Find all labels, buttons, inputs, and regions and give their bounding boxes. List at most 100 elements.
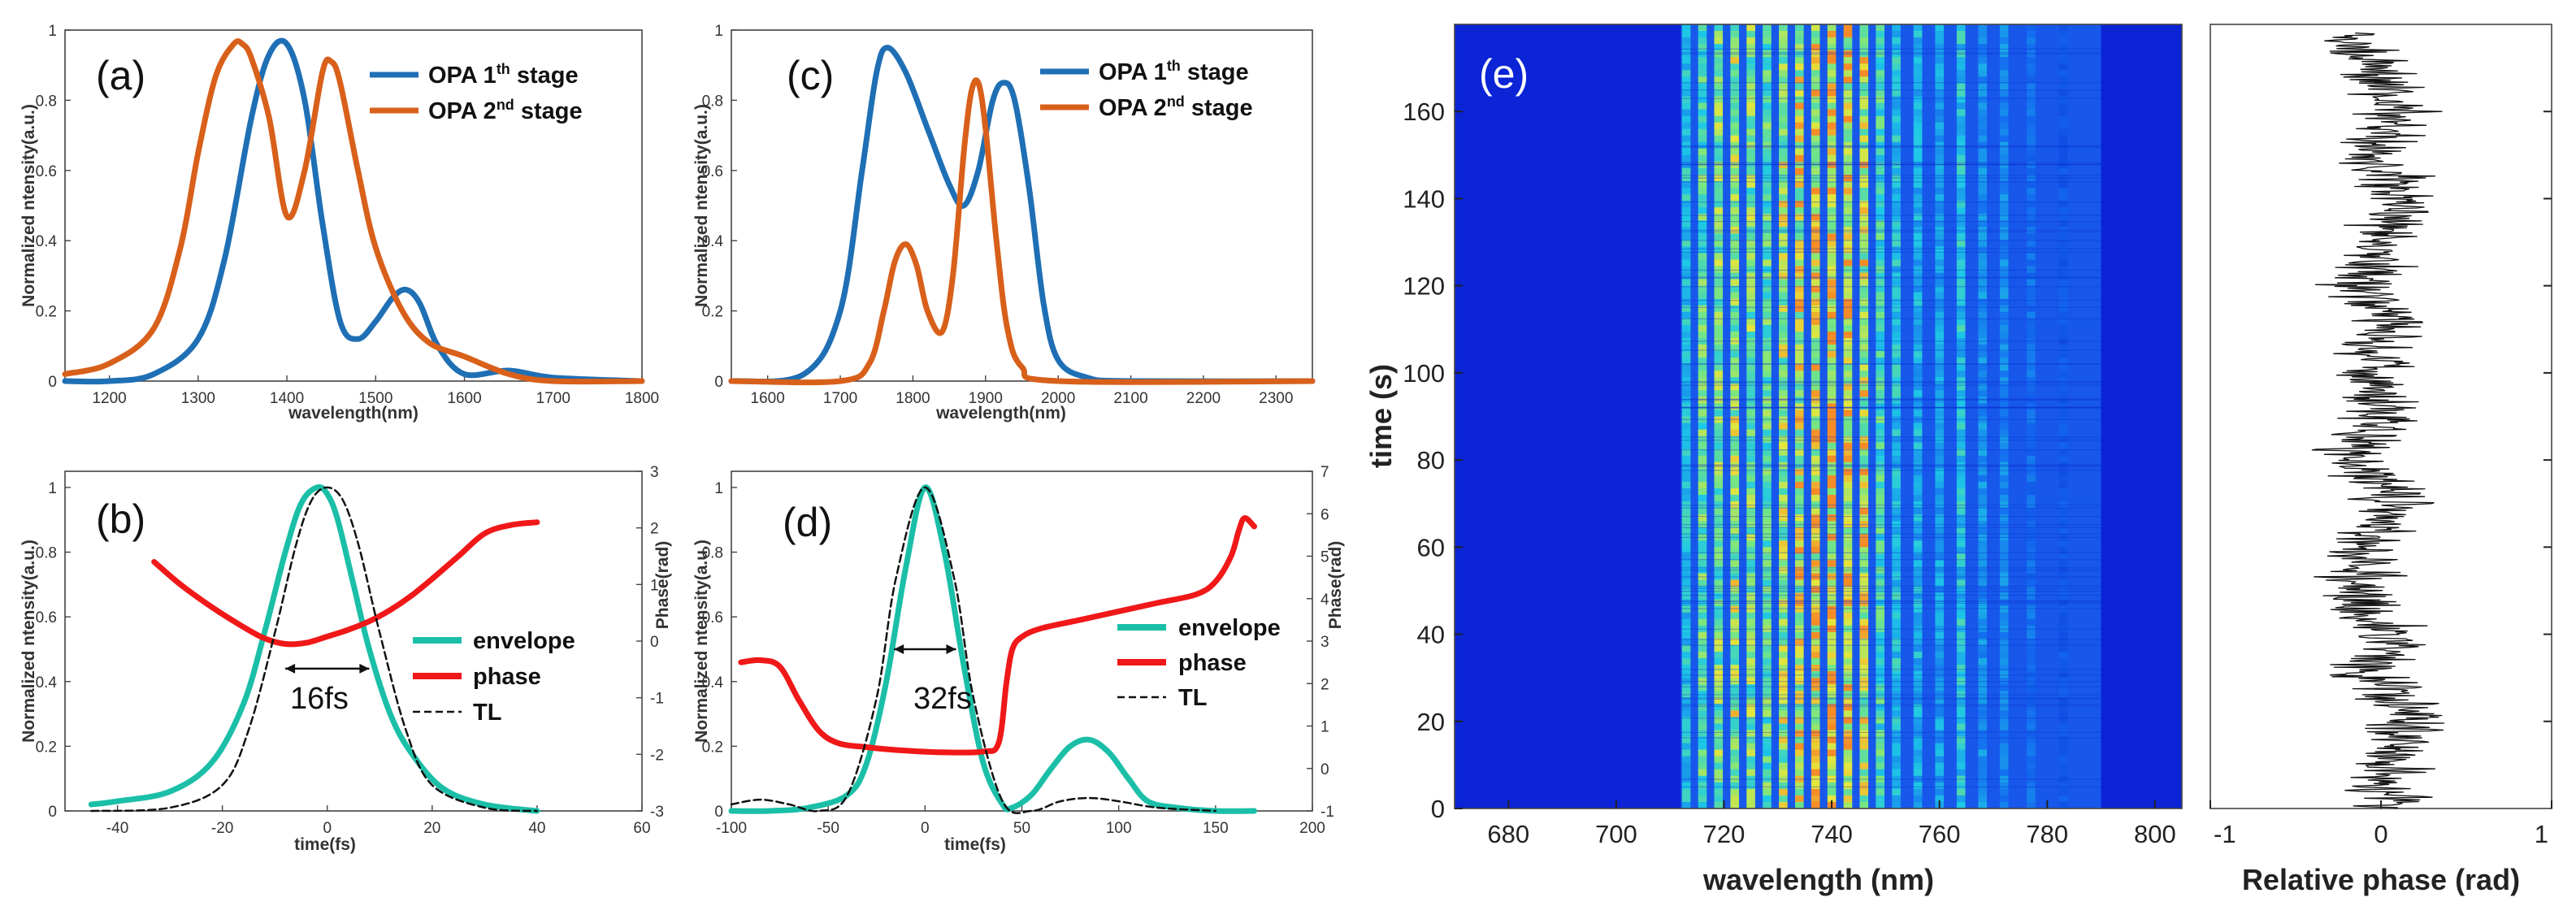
heatmap-cell [1935, 455, 1944, 463]
heatmap-cell [1681, 769, 1691, 777]
heatmap-cell [1843, 527, 1853, 535]
heatmap-cell [1714, 253, 1724, 261]
heatmap-cell [1876, 384, 1884, 391]
heatmap-cell [1698, 534, 1707, 541]
heatmap-cell [2027, 566, 2036, 574]
heatmap-cell [1730, 547, 1739, 554]
heatmap-cell [1859, 710, 1869, 717]
heatmap-cell [1892, 324, 1901, 332]
heatmap-cell [1827, 318, 1837, 326]
heatmap-cell [1935, 351, 1944, 358]
heatmap-cell [1681, 671, 1691, 678]
heatmap-cell [1714, 175, 1724, 182]
heatmap-cell [1913, 560, 1923, 567]
heatmap-cell [2058, 625, 2068, 633]
heatmap-cell [1811, 63, 1820, 71]
heatmap-cell [1876, 24, 1884, 32]
heatmap-cell [1779, 488, 1788, 496]
heatmap-cell [1978, 547, 1987, 554]
heatmap-cell [1730, 410, 1739, 418]
heatmap-cell [1876, 214, 1884, 221]
heatmap-cell [1746, 631, 1755, 639]
heatmap-cell [1913, 658, 1923, 665]
heatmap-cell [1876, 240, 1884, 247]
heatmap-cell [1892, 468, 1901, 476]
heatmap-cell [1681, 135, 1691, 143]
heatmap-cell [1999, 749, 2009, 757]
heatmap-cell [1999, 214, 2009, 221]
heatmap-streak [1680, 407, 2101, 409]
heatmap-cell [1698, 76, 1707, 84]
heatmap-cell [1859, 586, 1869, 594]
heatmap-cell [1795, 436, 1804, 444]
heatmap-cell [1714, 704, 1724, 711]
heatmap-cell [1999, 161, 2009, 169]
heatmap-cell [1779, 416, 1788, 424]
heatmap-cell [2027, 76, 2036, 84]
heatmap-cell [2058, 645, 2068, 652]
heatmap-cell [1746, 181, 1755, 189]
heatmap-cell [1913, 102, 1923, 111]
heatmap-cell [1876, 141, 1884, 150]
heatmap-cell [1811, 324, 1820, 332]
heatmap-cell [1714, 194, 1724, 202]
heatmap-cell [1714, 181, 1724, 189]
heatmap-cell [2058, 631, 2068, 639]
heatmap-cell [2027, 521, 2036, 528]
heatmap-cell [1779, 311, 1788, 319]
heatmap-cell [1827, 769, 1837, 777]
heatmap-cell [1698, 553, 1707, 561]
heatmap-cell [1892, 762, 1901, 770]
heatmap-cell [1978, 364, 1987, 371]
heatmap-cell [1795, 259, 1804, 267]
panel-d-y2label: Phase(rad) [1326, 541, 1345, 630]
heatmap-cell [1779, 697, 1788, 704]
heatmap-cell [1935, 167, 1944, 176]
panel-e-ticks: 680 700 720 740 760 780 8000204060801001201401… [1403, 98, 2175, 848]
heatmap-cell [1779, 495, 1788, 502]
heatmap-cell [1746, 534, 1755, 541]
heatmap-cell [1956, 181, 1966, 189]
heatmap-cell [1811, 188, 1820, 195]
heatmap-cell [1956, 397, 1966, 404]
heatmap-cell [1795, 181, 1804, 189]
heatmap-cell [1913, 201, 1923, 208]
x-tick-label: 1800 [896, 390, 930, 407]
heatmap-cell [1859, 272, 1869, 280]
heatmap-cell [1935, 397, 1944, 404]
heatmap-cell [1746, 665, 1755, 672]
heatmap-cell [1811, 358, 1820, 365]
heatmap-cell [1935, 684, 1944, 691]
heatmap-cell [1795, 338, 1804, 345]
heatmap-cell [1956, 246, 1966, 254]
series-line-tl [730, 486, 1217, 814]
panel-d-fwhm-label: 32fs [913, 682, 972, 716]
heatmap-cell [1779, 63, 1788, 71]
heatmap-cell [1876, 109, 1884, 117]
heatmap-cell [1876, 253, 1884, 261]
heatmap-cell [1913, 390, 1923, 397]
heatmap-cell [1779, 678, 1788, 685]
heatmap-cell [1843, 272, 1853, 280]
heatmap-streak [1680, 82, 2101, 84]
heatmap-cell [1730, 802, 1739, 809]
heatmap-cell [1730, 122, 1739, 130]
heatmap-streak [1680, 559, 2101, 561]
heatmap-cell [1892, 612, 1901, 620]
heatmap-cell [1999, 436, 2009, 444]
heatmap-cell [1714, 645, 1724, 652]
heatmap-cell [1681, 167, 1691, 176]
heatmap-cell [1892, 704, 1901, 711]
heatmap-cell [1795, 495, 1804, 502]
legend-b-3-text: TL [473, 700, 501, 726]
heatmap-cell [2027, 318, 2036, 326]
heatmap-cell [1681, 553, 1691, 561]
heatmap-cell [1779, 436, 1788, 444]
heatmap-cell [1892, 605, 1901, 613]
heatmap-cell [1859, 50, 1869, 58]
heatmap-cell [1681, 723, 1691, 731]
heatmap-cell [1876, 279, 1884, 287]
heatmap-cell [1811, 631, 1820, 639]
heatmap-cell [1795, 279, 1804, 287]
